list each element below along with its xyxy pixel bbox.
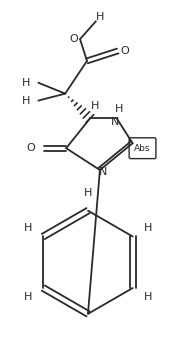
Text: H: H <box>115 104 123 114</box>
Text: N: N <box>111 117 119 127</box>
Text: H: H <box>22 78 31 88</box>
Text: H: H <box>24 223 32 233</box>
Text: H: H <box>22 96 31 106</box>
Text: H: H <box>144 223 152 233</box>
Text: H: H <box>144 292 152 302</box>
Text: H: H <box>96 12 104 22</box>
Text: H: H <box>24 292 32 302</box>
Text: O: O <box>70 34 78 44</box>
Text: H: H <box>91 100 99 110</box>
FancyBboxPatch shape <box>129 138 156 159</box>
Text: H: H <box>84 188 92 198</box>
Text: N: N <box>99 167 107 177</box>
Text: Abs: Abs <box>134 144 151 153</box>
Text: O: O <box>120 46 129 56</box>
Text: O: O <box>26 143 35 153</box>
